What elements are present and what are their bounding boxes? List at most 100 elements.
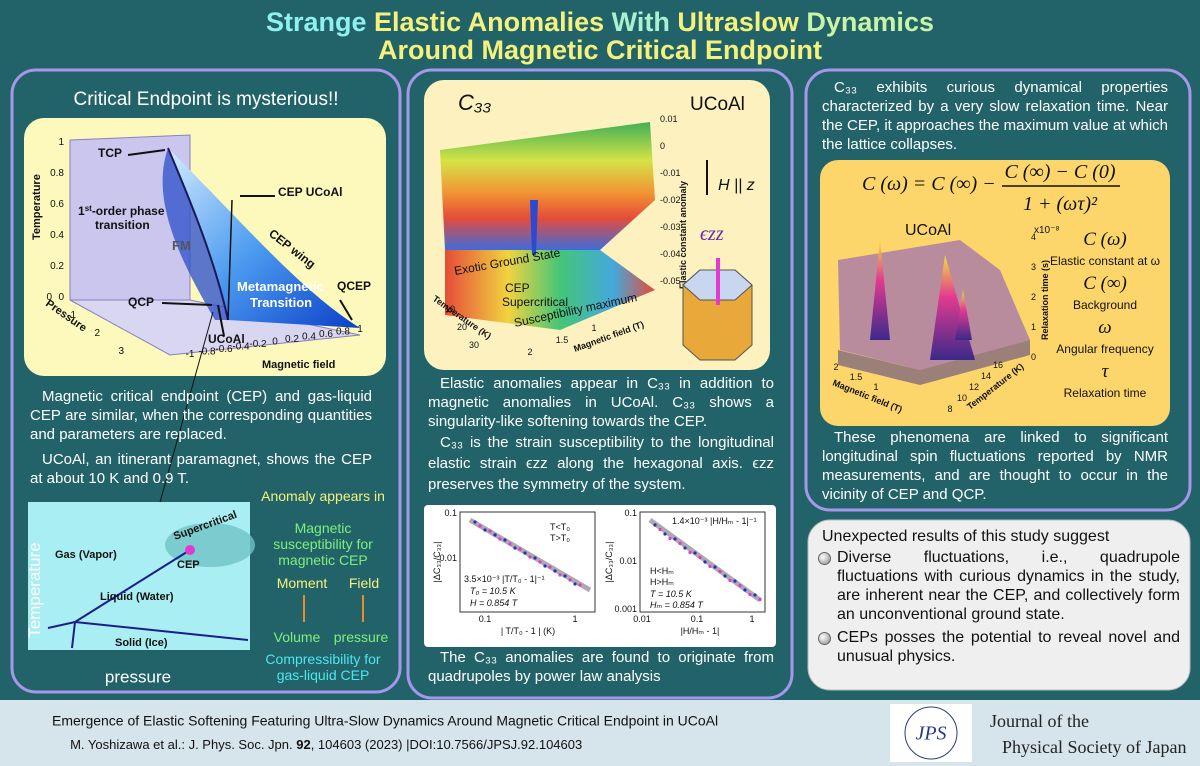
peak xyxy=(955,290,972,340)
tick-label: 20 xyxy=(457,322,467,332)
title-segment: Ultraslow xyxy=(677,7,806,37)
journal-name: Physical Society of Japan xyxy=(1002,737,1186,757)
tick-label: 2 xyxy=(94,328,100,339)
tick-label: 2 xyxy=(1031,292,1036,302)
tick-label: 8 xyxy=(947,404,952,414)
tick-label: 30 xyxy=(469,340,479,350)
panel xyxy=(804,68,1192,512)
tick-label: 0.2 xyxy=(50,261,64,272)
label: Metamagnetic xyxy=(237,279,324,294)
bullet-item: CEPs posses the potential to reveal nove… xyxy=(818,628,1180,666)
paper-title: Emergence of Elastic Softening Featuring… xyxy=(52,713,718,729)
tick-label: 1 xyxy=(591,323,596,333)
title-segment: Around Magnetic Critical Endpoint xyxy=(378,35,822,65)
axis-label: Temperature xyxy=(31,174,43,240)
dot xyxy=(723,574,727,578)
tick-label: 0.2 xyxy=(285,334,299,345)
dot xyxy=(743,588,747,592)
dot xyxy=(728,578,732,583)
annotation: Hₘ = 0.854 T xyxy=(650,600,704,610)
formula-part: 1 + (ωτ)² xyxy=(1023,193,1098,215)
phase-labels: Gas (Vapor) Supercritical CEP Liquid (Wa… xyxy=(55,509,239,649)
summary-box xyxy=(807,519,1191,691)
paragraph: UCoAl, an itinerant paramagnet, shows th… xyxy=(30,451,372,487)
tick-label: 10 xyxy=(957,393,967,403)
dot xyxy=(758,597,762,602)
annotation: T₀ = 10.5 K xyxy=(470,586,517,596)
paragraph: Elastic anomalies appear in C₃₃ in addit… xyxy=(428,375,774,430)
tick-label: 1 xyxy=(58,137,64,148)
label: CEP UCoAl xyxy=(278,185,342,199)
tick-label: 0 xyxy=(58,292,64,303)
axis-label: Relaxation time (s) xyxy=(1040,260,1050,340)
tick-label: -0.01 xyxy=(660,168,681,178)
dots xyxy=(473,520,762,602)
label: QCP xyxy=(128,295,154,309)
tick-label: T>T₀ xyxy=(550,533,570,543)
note: Magnetic susceptibility for magnetic CEP xyxy=(273,520,373,568)
relaxation-surface xyxy=(838,240,1030,385)
label: TCP xyxy=(98,146,122,160)
dot xyxy=(493,533,497,537)
note: Moment xyxy=(276,575,328,591)
bullet-text: Diverse fluctuations, i.e., quadrupole f… xyxy=(837,549,1180,623)
tick-label: -0.02 xyxy=(660,195,681,205)
dot xyxy=(543,564,547,568)
formula-part: C (∞) − C (0) xyxy=(1004,161,1115,183)
bullet-icon xyxy=(818,632,831,645)
dip xyxy=(530,200,538,255)
first-order-surface xyxy=(162,148,228,320)
axis-label: |H/Hₘ - 1| xyxy=(681,626,720,636)
legend-meaning: Relaxation time xyxy=(1064,386,1147,400)
label: FM xyxy=(172,238,191,253)
legend-symbol: C (∞) xyxy=(1083,273,1127,294)
dot xyxy=(488,529,492,533)
axis-label: | T/T₀ - 1 | (K) xyxy=(501,626,555,636)
dot xyxy=(698,555,702,560)
axis-label: Elastic constant anomaly xyxy=(678,181,688,289)
tcp-line xyxy=(167,147,229,321)
dot xyxy=(678,541,682,546)
label: UCoAl xyxy=(690,94,745,115)
title-line: Strange Elastic Anomalies With Ultraslow… xyxy=(266,7,934,37)
boundary xyxy=(71,621,76,649)
note: pressure xyxy=(333,629,389,645)
hex-prism xyxy=(682,258,753,361)
dot xyxy=(703,560,707,564)
legend: C (ω) Elastic constant at ω C (∞) Backgroun… xyxy=(1050,229,1160,400)
tick-label: -0.03 xyxy=(660,222,681,232)
boundary xyxy=(74,549,191,623)
wing-surface xyxy=(168,148,360,328)
label: H || z xyxy=(718,177,755,194)
dot xyxy=(473,520,477,524)
legend-meaning: Elastic constant at ω xyxy=(1050,254,1160,268)
dot xyxy=(753,593,757,597)
dot xyxy=(503,538,507,542)
tick-label: 0.4 xyxy=(50,230,64,241)
label: Solid (Ice) xyxy=(115,637,168,649)
dot xyxy=(498,537,502,541)
dot xyxy=(548,565,552,569)
label: 1st-order phase xyxy=(78,204,165,218)
tick-label: 0 xyxy=(660,141,665,151)
dot xyxy=(538,560,542,564)
dot xyxy=(688,550,692,555)
legend-symbol: τ xyxy=(1102,361,1110,382)
tick-label: 0.1 xyxy=(444,508,457,518)
surface xyxy=(445,250,655,330)
tick-label: -1 xyxy=(186,349,195,360)
tick-label: -0.6 xyxy=(215,344,233,355)
label: Transition xyxy=(250,295,312,310)
label: C₃₃ xyxy=(458,90,492,115)
tick-label: -0.4 xyxy=(232,342,250,353)
axis-label: Magnetic field xyxy=(262,359,335,371)
panel-heading: Critical Endpoint is mysterious!! xyxy=(73,89,338,110)
tick-label: -0.8 xyxy=(198,347,216,358)
paragraph: The C₃₃ anomalies are found to originate… xyxy=(428,649,774,685)
annotation: T = 10.5 K xyxy=(650,589,693,599)
logo: JPS xyxy=(915,723,946,745)
label: QCEP xyxy=(337,279,371,293)
note: Anomaly appears in xyxy=(261,488,385,504)
